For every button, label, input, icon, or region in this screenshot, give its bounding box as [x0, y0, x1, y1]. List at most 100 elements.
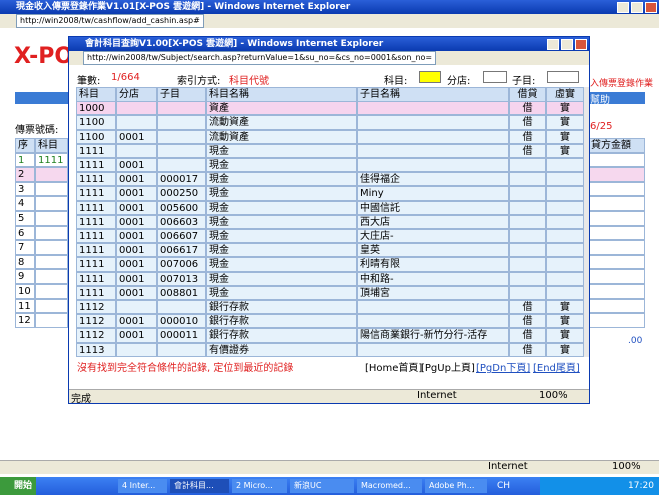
table-cell[interactable]: 頂埔宮 — [357, 285, 509, 300]
table-cell[interactable]: 現金 — [206, 285, 357, 300]
table-cell[interactable]: 現金 — [206, 158, 357, 173]
table-cell[interactable]: 1111 — [76, 243, 116, 258]
table-cell[interactable]: 0001 — [116, 200, 157, 215]
table-cell[interactable]: 0001 — [116, 129, 157, 144]
help-link[interactable]: 幫助 — [590, 95, 610, 106]
table-cell[interactable]: 1112 — [76, 328, 116, 343]
table-cell[interactable]: 1111 — [76, 214, 116, 229]
table-cell[interactable]: 有價證券 — [206, 342, 357, 357]
table-cell[interactable]: 007013 — [157, 271, 206, 286]
table-cell[interactable] — [546, 158, 584, 173]
table-cell[interactable]: 1111 — [76, 271, 116, 286]
zoom[interactable]: 100% — [612, 461, 641, 472]
table-cell[interactable]: 現金 — [206, 243, 357, 258]
table-cell[interactable]: 銀行存款 — [206, 328, 357, 343]
table-cell[interactable] — [509, 186, 546, 201]
table-cell[interactable]: 皇英 — [357, 243, 509, 258]
table-cell[interactable]: 000250 — [157, 186, 206, 201]
table-cell[interactable]: 1111 — [76, 257, 116, 272]
table-cell[interactable] — [157, 129, 206, 144]
task-button[interactable]: 4 Inter... — [118, 479, 167, 493]
table-cell[interactable]: 0001 — [116, 257, 157, 272]
table-cell[interactable]: 借 — [509, 143, 546, 158]
table-cell[interactable]: 實 — [546, 314, 584, 329]
window-button[interactable] — [645, 2, 657, 13]
table-cell[interactable]: 現金 — [206, 172, 357, 187]
start-button[interactable]: 開始 — [0, 477, 36, 495]
table-cell[interactable]: 實 — [546, 300, 584, 315]
table-cell[interactable]: 資產 — [206, 101, 357, 116]
table-cell[interactable]: 0001 — [116, 243, 157, 258]
table-cell[interactable]: 0001 — [116, 271, 157, 286]
table-cell[interactable]: 0001 — [116, 172, 157, 187]
table-cell[interactable]: 0001 — [116, 285, 157, 300]
table-cell[interactable] — [116, 342, 157, 357]
table-cell[interactable]: 現金 — [206, 186, 357, 201]
table-cell[interactable]: 實 — [546, 328, 584, 343]
table-cell[interactable]: 000010 — [157, 314, 206, 329]
filter-input[interactable] — [547, 71, 579, 83]
table-cell[interactable]: 0001 — [116, 328, 157, 343]
table-cell[interactable] — [157, 342, 206, 357]
window-button[interactable] — [575, 39, 587, 50]
table-cell[interactable]: 現金 — [206, 143, 357, 158]
table-cell[interactable]: 000017 — [157, 172, 206, 187]
table-cell[interactable]: 實 — [546, 143, 584, 158]
table-cell[interactable] — [116, 300, 157, 315]
table-cell[interactable] — [357, 300, 509, 315]
table-cell[interactable] — [157, 143, 206, 158]
table-cell[interactable] — [357, 342, 509, 357]
table-cell[interactable] — [546, 186, 584, 201]
table-cell[interactable]: 現金 — [206, 214, 357, 229]
table-cell[interactable] — [546, 271, 584, 286]
task-button[interactable]: 會計科目... — [170, 479, 229, 493]
table-cell[interactable]: 佳得福企 — [357, 172, 509, 187]
table-cell[interactable] — [509, 200, 546, 215]
nav-link[interactable]: [PgUp上頁] — [421, 363, 475, 374]
filter-input[interactable] — [483, 71, 507, 83]
nav-link[interactable]: [Home首頁] — [365, 363, 423, 374]
table-cell[interactable]: 0001 — [116, 229, 157, 244]
table-cell[interactable]: 陽信商業銀行-新竹分行-活存 — [357, 328, 509, 343]
table-cell[interactable]: 借 — [509, 115, 546, 130]
table-cell[interactable]: 006603 — [157, 214, 206, 229]
table-cell[interactable]: 借 — [509, 101, 546, 116]
nav-link[interactable]: [PgDn下頁] — [476, 363, 531, 374]
table-cell[interactable]: 流動資產 — [206, 115, 357, 130]
task-button[interactable]: 2 Micro... — [232, 479, 287, 493]
table-cell[interactable] — [546, 214, 584, 229]
table-cell[interactable] — [509, 257, 546, 272]
table-cell[interactable]: 1111 — [76, 143, 116, 158]
table-cell[interactable]: 現金 — [206, 271, 357, 286]
table-cell[interactable]: 利晴有限 — [357, 257, 509, 272]
table-cell[interactable]: 1100 — [76, 129, 116, 144]
table-cell[interactable]: 1111 — [76, 172, 116, 187]
table-cell[interactable] — [357, 314, 509, 329]
table-cell[interactable] — [509, 214, 546, 229]
table-cell[interactable] — [546, 200, 584, 215]
table-cell[interactable] — [509, 271, 546, 286]
table-cell[interactable]: 流動資產 — [206, 129, 357, 144]
table-cell[interactable] — [546, 257, 584, 272]
table-cell[interactable] — [357, 143, 509, 158]
table-cell[interactable]: 006617 — [157, 243, 206, 258]
window-button[interactable] — [547, 39, 559, 50]
table-cell[interactable] — [509, 243, 546, 258]
table-cell[interactable]: 中國信託 — [357, 200, 509, 215]
table-cell[interactable]: 中和路- — [357, 271, 509, 286]
table-cell[interactable]: 實 — [546, 342, 584, 357]
table-cell[interactable]: 銀行存款 — [206, 314, 357, 329]
table-cell[interactable]: 000011 — [157, 328, 206, 343]
table-cell[interactable]: 現金 — [206, 229, 357, 244]
table-cell[interactable]: 005600 — [157, 200, 206, 215]
task-button[interactable]: Macromed... — [357, 479, 422, 493]
table-cell[interactable]: 008801 — [157, 285, 206, 300]
table-cell[interactable] — [157, 101, 206, 116]
table-cell[interactable] — [357, 158, 509, 173]
table-cell[interactable]: 006607 — [157, 229, 206, 244]
table-cell[interactable]: 1112 — [76, 300, 116, 315]
table-cell[interactable] — [546, 172, 584, 187]
table-cell[interactable]: 實 — [546, 101, 584, 116]
table-cell[interactable] — [357, 115, 509, 130]
address-text[interactable]: http://win2008/tw/cashflow/add_cashin.as… — [16, 14, 204, 28]
